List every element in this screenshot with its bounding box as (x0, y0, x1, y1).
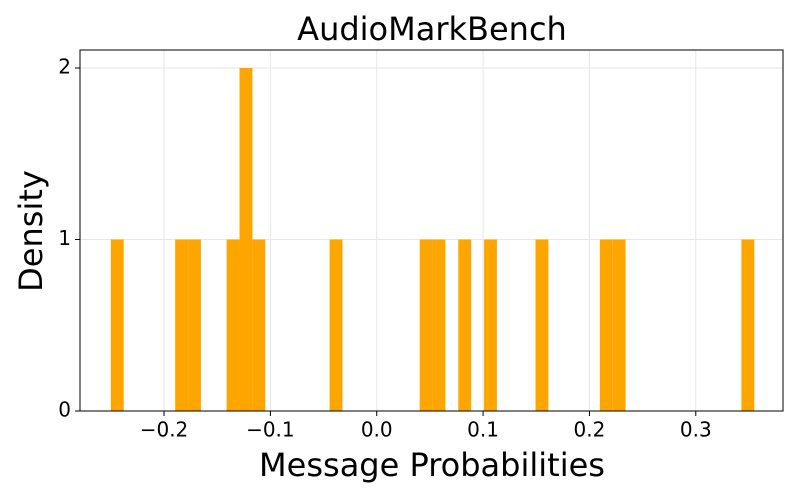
x-tick-label: 0.0 (361, 418, 393, 442)
bar (175, 239, 189, 411)
bar (419, 239, 433, 411)
bar (239, 68, 253, 411)
plot-frame (79, 49, 784, 412)
bar (741, 239, 755, 411)
bar (599, 239, 613, 411)
x-tick-label: 0.2 (574, 418, 606, 442)
bar (329, 239, 343, 411)
chart-title: AudioMarkBench (297, 10, 567, 48)
x-tick-label: −0.1 (246, 418, 295, 442)
y-tick-label: 1 (58, 226, 71, 250)
bar (432, 239, 446, 411)
bar (484, 239, 497, 411)
bar (612, 239, 626, 411)
x-tick-label: 0.3 (680, 418, 712, 442)
x-tick-label: −0.2 (140, 418, 189, 442)
x-tick-label: 0.1 (467, 418, 499, 442)
y-tick-label: 0 (58, 398, 71, 422)
bar (252, 239, 266, 411)
bar (226, 239, 240, 411)
y-tick-label: 2 (58, 55, 71, 79)
bar (535, 239, 549, 411)
bar (458, 239, 472, 411)
bar (110, 239, 124, 411)
bar (188, 239, 201, 411)
y-axis-label: Density (12, 170, 50, 292)
x-axis-label: Message Probabilities (259, 446, 605, 484)
